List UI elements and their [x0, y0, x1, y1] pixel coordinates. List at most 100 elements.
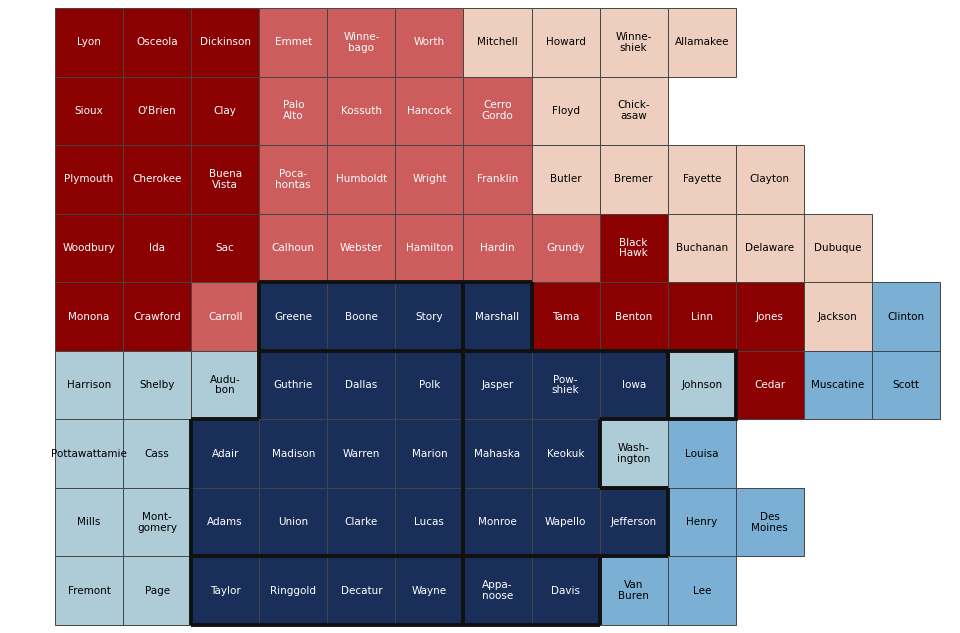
Text: Buena
Vista: Buena Vista: [208, 169, 242, 190]
Bar: [735, 145, 804, 214]
Text: Jefferson: Jefferson: [611, 517, 657, 527]
Text: Davis: Davis: [551, 586, 580, 596]
Text: Jackson: Jackson: [818, 311, 857, 322]
Text: Bremer: Bremer: [614, 174, 653, 184]
Text: O'Brien: O'Brien: [138, 106, 177, 116]
Bar: [55, 8, 123, 77]
Bar: [735, 488, 804, 556]
Bar: [123, 77, 191, 145]
Text: Chick-
asaw: Chick- asaw: [617, 101, 650, 122]
Bar: [396, 282, 464, 351]
Text: Audu-
bon: Audu- bon: [210, 375, 241, 396]
Bar: [396, 556, 464, 625]
Bar: [668, 214, 735, 282]
Text: Keokuk: Keokuk: [547, 449, 585, 459]
Bar: [396, 77, 464, 145]
Bar: [396, 214, 464, 282]
Bar: [123, 419, 191, 488]
Bar: [872, 351, 940, 419]
Text: Woodbury: Woodbury: [62, 243, 115, 253]
Bar: [464, 8, 532, 77]
Text: Monroe: Monroe: [478, 517, 516, 527]
Text: Page: Page: [145, 586, 170, 596]
Text: Madison: Madison: [272, 449, 315, 459]
Bar: [804, 351, 872, 419]
Text: Adams: Adams: [207, 517, 243, 527]
Bar: [327, 77, 396, 145]
Text: Wapello: Wapello: [545, 517, 587, 527]
Bar: [259, 419, 327, 488]
Text: Marion: Marion: [412, 449, 447, 459]
Text: Linn: Linn: [691, 311, 712, 322]
Text: Humboldt: Humboldt: [336, 174, 387, 184]
Bar: [735, 351, 804, 419]
Text: Benton: Benton: [615, 311, 652, 322]
Bar: [55, 419, 123, 488]
Bar: [259, 282, 327, 351]
Bar: [668, 488, 735, 556]
Text: Floyd: Floyd: [552, 106, 580, 116]
Text: Hancock: Hancock: [407, 106, 452, 116]
Text: Cherokee: Cherokee: [132, 174, 181, 184]
Bar: [55, 77, 123, 145]
Bar: [123, 556, 191, 625]
Bar: [735, 214, 804, 282]
Bar: [532, 8, 600, 77]
Text: Crawford: Crawford: [133, 311, 180, 322]
Bar: [464, 214, 532, 282]
Text: Adair: Adair: [211, 449, 239, 459]
Text: Carroll: Carroll: [208, 311, 243, 322]
Bar: [327, 214, 396, 282]
Bar: [668, 8, 735, 77]
Bar: [396, 8, 464, 77]
Text: Jasper: Jasper: [481, 380, 514, 390]
Bar: [123, 145, 191, 214]
Text: Appa-
noose: Appa- noose: [482, 580, 514, 601]
Text: Lee: Lee: [692, 586, 711, 596]
Bar: [191, 419, 259, 488]
Text: Warren: Warren: [343, 449, 380, 459]
Text: Grundy: Grundy: [546, 243, 585, 253]
Bar: [532, 351, 600, 419]
Bar: [600, 145, 668, 214]
Text: Van
Buren: Van Buren: [618, 580, 649, 601]
Bar: [532, 488, 600, 556]
Text: Clay: Clay: [214, 106, 236, 116]
Bar: [464, 282, 532, 351]
Bar: [327, 145, 396, 214]
Text: Shelby: Shelby: [139, 380, 175, 390]
Bar: [259, 77, 327, 145]
Bar: [191, 488, 259, 556]
Text: Harrison: Harrison: [67, 380, 111, 390]
Text: Webster: Webster: [340, 243, 383, 253]
Bar: [464, 419, 532, 488]
Bar: [123, 8, 191, 77]
Text: Scott: Scott: [893, 380, 920, 390]
Text: Fremont: Fremont: [67, 586, 110, 596]
Bar: [191, 282, 259, 351]
Bar: [327, 8, 396, 77]
Bar: [872, 282, 940, 351]
Text: Dubuque: Dubuque: [814, 243, 862, 253]
Bar: [327, 282, 396, 351]
Bar: [464, 77, 532, 145]
Bar: [600, 214, 668, 282]
Bar: [123, 214, 191, 282]
Bar: [600, 556, 668, 625]
Bar: [532, 145, 600, 214]
Text: Henry: Henry: [686, 517, 717, 527]
Text: Ringgold: Ringgold: [271, 586, 316, 596]
Bar: [804, 214, 872, 282]
Text: Black
Hawk: Black Hawk: [619, 237, 648, 258]
Bar: [55, 556, 123, 625]
Text: Cass: Cass: [145, 449, 170, 459]
Text: Buchanan: Buchanan: [676, 243, 728, 253]
Text: Greene: Greene: [275, 311, 312, 322]
Text: Hamilton: Hamilton: [406, 243, 453, 253]
Bar: [532, 282, 600, 351]
Bar: [123, 351, 191, 419]
Text: Taylor: Taylor: [210, 586, 241, 596]
Bar: [327, 488, 396, 556]
Text: Wash-
ington: Wash- ington: [617, 443, 650, 464]
Bar: [532, 214, 600, 282]
